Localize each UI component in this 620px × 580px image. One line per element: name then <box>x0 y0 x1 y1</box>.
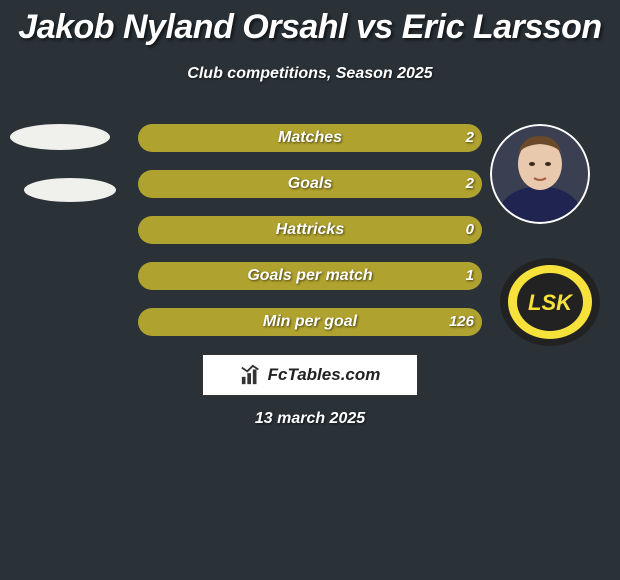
page-title: Jakob Nyland Orsahl vs Eric Larsson <box>0 0 620 47</box>
stat-value-right: 2 <box>466 170 474 198</box>
stat-value-right: 2 <box>466 124 474 152</box>
stat-label: Min per goal <box>138 308 482 336</box>
club-right-logo: LSK <box>500 258 600 346</box>
bar-chart-icon <box>240 364 262 386</box>
player-left-placeholder <box>10 124 110 150</box>
page-subtitle: Club competitions, Season 2025 <box>0 65 620 83</box>
stat-value-right: 1 <box>466 262 474 290</box>
club-left-placeholder <box>24 178 116 202</box>
stat-value-right: 0 <box>466 216 474 244</box>
stat-value-right: 126 <box>449 308 474 336</box>
player-right-portrait <box>490 124 590 224</box>
stat-label: Hattricks <box>138 216 482 244</box>
stat-label: Goals per match <box>138 262 482 290</box>
stat-label: Goals <box>138 170 482 198</box>
date-line: 13 march 2025 <box>0 410 620 428</box>
brand-box[interactable]: FcTables.com <box>202 354 418 396</box>
club-logo-text: LSK <box>528 290 574 315</box>
stat-label: Matches <box>138 124 482 152</box>
brand-text: FcTables.com <box>268 365 381 385</box>
